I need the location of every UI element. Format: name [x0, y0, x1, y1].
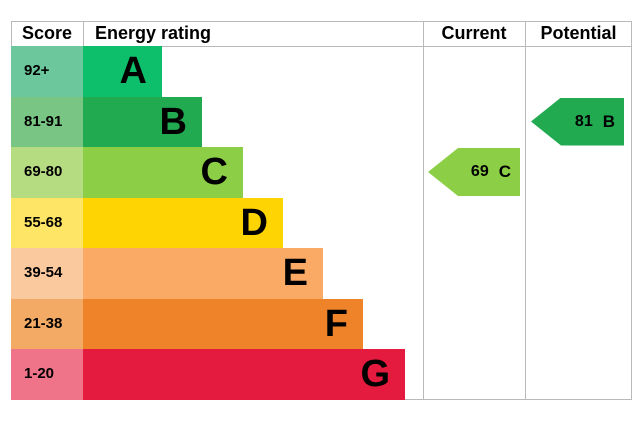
current-rating-value: 69	[470, 163, 489, 180]
potential-rating-letter: B	[602, 111, 615, 131]
band-row-a: 92+ A	[11, 46, 423, 97]
score-range-a: 92+	[11, 46, 83, 97]
band-bar-g: G	[83, 349, 405, 400]
current-rating-arrow: 69 C	[428, 148, 520, 196]
band-letter-e: E	[282, 252, 308, 294]
current-rating-letter: C	[498, 162, 511, 181]
grid-line-header-bottom	[11, 46, 632, 47]
band-letter-f: F	[324, 302, 348, 345]
band-row-d: 55-68 D	[11, 197, 423, 248]
potential-rating-value: 81	[574, 112, 593, 130]
grid-line-left	[11, 21, 12, 47]
band-letter-g: G	[360, 353, 390, 395]
band-row-g: 1-20 G	[11, 349, 423, 400]
grid-line-right	[631, 21, 632, 399]
epc-table: Score Energy rating Current Potential 92…	[11, 21, 632, 400]
band-row-e: 39-54 E	[11, 248, 423, 299]
score-range-c: 69-80	[11, 147, 83, 198]
potential-rating-arrow: 81 B	[531, 97, 624, 146]
grid-line-top	[11, 21, 632, 22]
grid-line-potential-divider	[525, 21, 526, 399]
band-bar-b: B	[83, 96, 202, 147]
current-column-header: Current	[441, 23, 507, 43]
band-bar-d: D	[83, 197, 283, 248]
score-range-f: 21-38	[11, 298, 83, 349]
band-letter-b: B	[159, 100, 187, 143]
score-range-e: 39-54	[11, 248, 83, 299]
energy-rating-column-header: Energy rating	[95, 23, 212, 43]
band-letter-c: C	[200, 151, 228, 193]
band-row-b: 81-91 B	[11, 96, 423, 147]
band-bar-c: C	[83, 147, 243, 198]
band-row-f: 21-38 F	[11, 298, 423, 349]
grid-line-score-divider	[83, 21, 84, 47]
band-letter-d: D	[240, 201, 268, 244]
score-range-g: 1-20	[11, 349, 83, 400]
band-row-c: 69-80 C	[11, 147, 423, 198]
score-range-b: 81-91	[11, 96, 83, 147]
score-column-header: Score	[21, 23, 73, 43]
band-bar-a: A	[83, 46, 162, 97]
band-bar-e: E	[83, 248, 323, 299]
score-range-d: 55-68	[11, 197, 83, 248]
grid-line-current-divider	[423, 21, 424, 399]
band-letter-a: A	[119, 50, 147, 92]
band-bar-f: F	[83, 298, 363, 349]
potential-column-header: Potential	[540, 23, 617, 43]
